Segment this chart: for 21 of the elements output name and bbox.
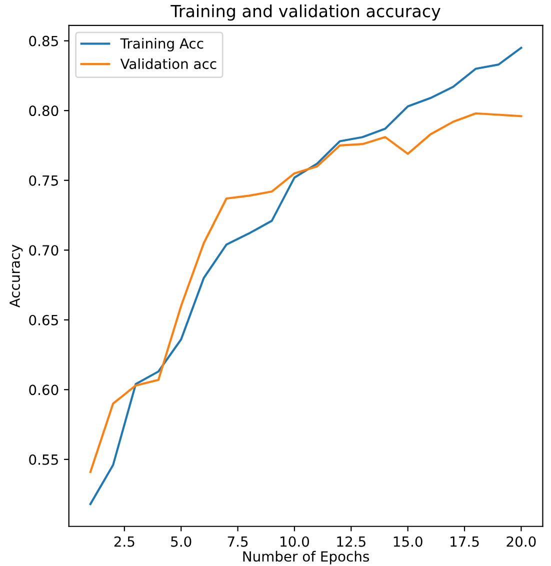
y-tick-label: 0.85 [29, 36, 58, 46]
y-tick-label: 0.60 [29, 384, 58, 396]
x-tick-label: 15.0 [394, 536, 422, 547]
y-tick-label: 0.70 [29, 245, 58, 256]
x-tick-label: 10.0 [280, 536, 310, 547]
legend-label: Validation acc [120, 58, 216, 70]
x-axis-title: Number of Epochs [243, 550, 370, 564]
y-tick-label: 0.65 [29, 314, 58, 326]
y-tick-label: 0.75 [29, 175, 58, 186]
x-tick-label: 5.0 [171, 536, 192, 547]
x-tick-label: 20.0 [506, 536, 536, 547]
line-series [89, 112, 522, 474]
chart-title: Training and validation accuracy [170, 4, 440, 21]
y-axis-title: Accuracy [10, 244, 23, 308]
y-tick-label: 0.80 [29, 106, 58, 116]
x-tick-label: 2.5 [114, 536, 134, 547]
x-tick-label: 17.5 [450, 536, 479, 547]
x-tick-label: 12.5 [337, 536, 366, 547]
y-tick-label: 0.55 [29, 454, 58, 465]
legend-label: Training Acc [120, 38, 204, 52]
x-tick-label: 7.5 [228, 536, 248, 547]
